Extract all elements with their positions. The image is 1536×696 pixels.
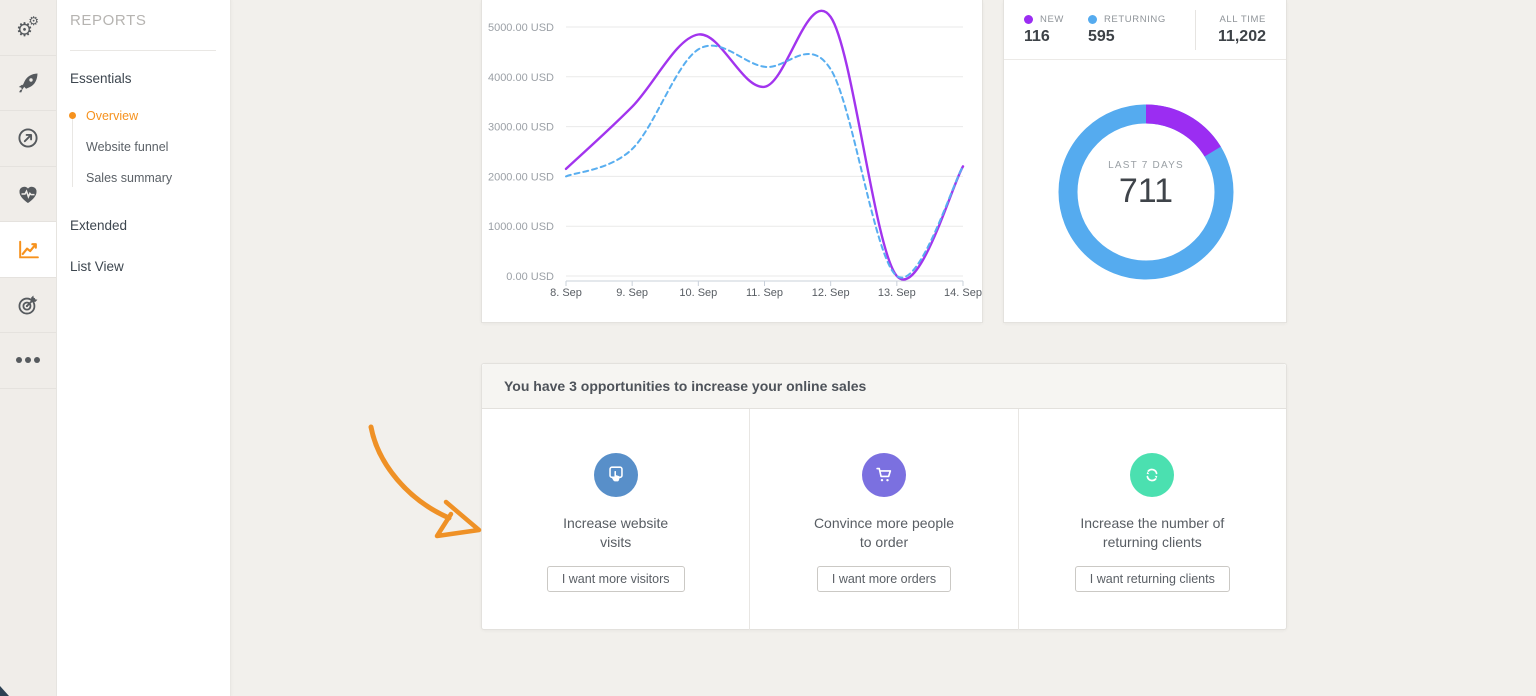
all-time-label: ALL TIME xyxy=(1219,13,1266,25)
sidebar-item-label: Sales summary xyxy=(86,170,173,185)
sidebar: REPORTS Essentials Overview Website funne… xyxy=(57,0,231,696)
circle-arrow-icon xyxy=(18,128,38,148)
tap-click-icon xyxy=(608,466,623,482)
i-want-more-orders-button[interactable]: I want more orders xyxy=(816,566,952,592)
series-sales-purple-solid xyxy=(564,9,965,281)
revenue-line-chart-svg: 0.00 USD 1000.00 USD 2000.00 USD 3000.00 US… xyxy=(488,9,982,299)
rail-item-health[interactable] xyxy=(0,167,56,222)
clients-card: NEW 116 RETURNING 595 ALL TIME 11,202 LA… xyxy=(1003,0,1287,323)
revenue-line-chart: 0.00 USD 1000.00 USD 2000.00 USD 3000.00 US… xyxy=(482,0,982,328)
icon-rail: ⚙ ⚙ xyxy=(0,0,57,696)
svg-text:13. Sep: 13. Sep xyxy=(878,287,916,299)
sidebar-title: REPORTS xyxy=(70,12,147,29)
all-time-block: ALL TIME 11,202 xyxy=(1194,9,1266,50)
opportunities-header: You have 3 opportunities to increase you… xyxy=(482,364,1286,409)
svg-text:0.00 USD: 0.00 USD xyxy=(506,271,554,283)
i-want-more-visitors-button[interactable]: I want more visitors xyxy=(546,566,685,592)
rail-item-goals[interactable] xyxy=(0,278,56,333)
rail-item-growth[interactable] xyxy=(0,111,56,167)
ellipsis-icon xyxy=(16,357,40,364)
svg-text:14. Sep: 14. Sep xyxy=(944,287,982,299)
new-legend-dot xyxy=(1024,14,1033,24)
sidebar-item-website-funnel[interactable]: Website funnel xyxy=(70,131,220,162)
svg-text:2000.00 USD: 2000.00 USD xyxy=(488,171,554,183)
refresh-icon-circle xyxy=(1130,453,1175,497)
target-dart-icon xyxy=(18,295,37,315)
sidebar-divider xyxy=(70,50,216,51)
sidebar-item-overview[interactable]: Overview xyxy=(69,100,220,131)
svg-text:5000.00 USD: 5000.00 USD xyxy=(488,22,554,34)
clients-legend: NEW 116 RETURNING 595 ALL TIME 11,202 xyxy=(1004,0,1286,60)
shopping-cart-icon xyxy=(876,467,892,482)
subnav-line xyxy=(72,113,73,187)
rail-item-settings[interactable]: ⚙ ⚙ xyxy=(0,0,56,56)
svg-text:4000.00 USD: 4000.00 USD xyxy=(488,72,554,84)
opportunity-caption: Increase the number of returning clients xyxy=(1080,515,1225,550)
rail-item-reports[interactable] xyxy=(0,222,56,278)
legend-new: NEW 116 xyxy=(1024,14,1064,46)
new-legend-label: NEW xyxy=(1040,13,1064,25)
returning-legend-label: RETURNING xyxy=(1103,13,1166,25)
donut-new-segment xyxy=(1058,104,1234,280)
i-want-returning-clients-button[interactable]: I want returning clients xyxy=(1074,566,1230,592)
legend-returning: RETURNING 595 xyxy=(1087,13,1166,46)
series-sales-blue-dashed xyxy=(565,44,964,279)
rail-item-more[interactable] xyxy=(0,333,56,389)
opportunity-card-3: Increase the number of returning clients I… xyxy=(1019,409,1286,630)
clients-donut-chart xyxy=(1046,92,1246,292)
opportunity-caption: Increase website visits xyxy=(563,515,669,550)
new-count: 116 xyxy=(1024,27,1050,45)
svg-text:9. Sep: 9. Sep xyxy=(616,287,648,299)
sidebar-item-label: Overview xyxy=(86,108,139,123)
clients-donut-svg xyxy=(1058,104,1234,280)
sidebar-item-essentials[interactable]: Essentials xyxy=(70,71,132,86)
revenue-chart-card: 0.00 USD 1000.00 USD 2000.00 USD 3000.00 US… xyxy=(481,0,983,323)
svg-text:12. Sep: 12. Sep xyxy=(812,287,850,299)
sidebar-item-extended[interactable]: Extended xyxy=(70,218,128,233)
rocket-icon xyxy=(18,73,38,93)
sidebar-item-label: Website funnel xyxy=(86,139,169,154)
refresh-icon xyxy=(1146,468,1158,482)
hand-drawn-arrow xyxy=(368,424,482,539)
opportunity-card-2: Convince more people to order I want more … xyxy=(750,409,1019,630)
sidebar-item-sales-summary[interactable]: Sales summary xyxy=(70,162,220,193)
line-chart-icon xyxy=(18,240,39,259)
svg-text:3000.00 USD: 3000.00 USD xyxy=(488,122,554,134)
opportunities-title: You have 3 opportunities to increase you… xyxy=(504,378,867,394)
returning-legend-dot xyxy=(1087,14,1097,24)
all-time-count: 11,202 xyxy=(1217,27,1266,45)
opportunity-caption: Convince more people to order xyxy=(813,515,955,550)
heart-pulse-icon xyxy=(19,186,37,203)
rail-item-launch[interactable] xyxy=(0,56,56,111)
svg-text:10. Sep: 10. Sep xyxy=(679,287,717,299)
shopping-cart-icon-circle xyxy=(861,453,906,497)
svg-text:11. Sep: 11. Sep xyxy=(746,287,783,299)
settings-gears-icon: ⚙ ⚙ xyxy=(16,14,39,42)
svg-text:8. Sep: 8. Sep xyxy=(550,287,582,299)
opportunities-panel: You have 3 opportunities to increase you… xyxy=(481,363,1287,630)
returning-count: 595 xyxy=(1087,27,1115,45)
opportunities-body: Increase website visits I want more visito… xyxy=(482,409,1286,630)
sidebar-subnav: Overview Website funnel Sales summary xyxy=(69,100,220,193)
mouse-cursor xyxy=(0,686,9,696)
tap-click-icon-circle xyxy=(593,453,638,497)
opportunity-card-1: Increase website visits I want more visito… xyxy=(482,409,751,630)
active-bullet-icon xyxy=(69,112,76,119)
sidebar-item-list-view[interactable]: List View xyxy=(70,259,124,274)
svg-text:1000.00 USD: 1000.00 USD xyxy=(488,221,554,233)
